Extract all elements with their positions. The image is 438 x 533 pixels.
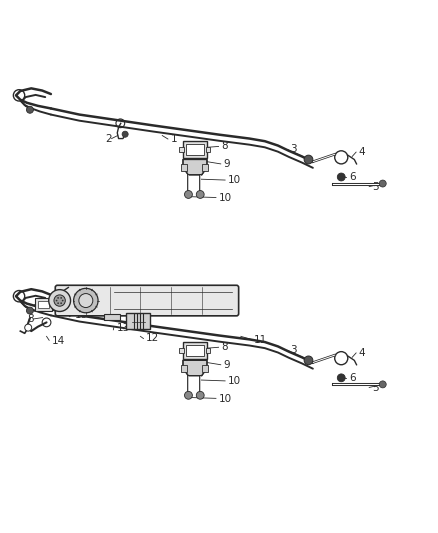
Text: 10: 10: [228, 376, 241, 386]
Text: 14: 14: [52, 336, 65, 346]
Text: 3: 3: [290, 144, 297, 155]
Bar: [38, 302, 49, 309]
Text: 8: 8: [221, 342, 228, 352]
Text: 13: 13: [117, 322, 130, 333]
Circle shape: [57, 297, 59, 299]
Circle shape: [337, 374, 345, 382]
Bar: [181, 365, 187, 372]
Text: 6: 6: [349, 373, 356, 383]
Circle shape: [379, 381, 386, 388]
Text: 6: 6: [349, 172, 356, 182]
Circle shape: [49, 289, 71, 311]
Circle shape: [62, 300, 64, 302]
Circle shape: [379, 180, 386, 187]
Circle shape: [196, 190, 204, 198]
Circle shape: [60, 297, 62, 299]
Bar: [202, 365, 208, 372]
Text: 16: 16: [33, 304, 46, 314]
Text: 8: 8: [221, 141, 228, 151]
Circle shape: [304, 356, 313, 365]
Bar: [181, 164, 187, 171]
Text: 10: 10: [219, 394, 232, 404]
FancyBboxPatch shape: [55, 285, 239, 316]
Bar: [35, 298, 52, 311]
Circle shape: [184, 391, 192, 399]
Circle shape: [184, 190, 192, 198]
Circle shape: [304, 155, 313, 164]
Bar: [104, 313, 120, 320]
Bar: [206, 147, 211, 152]
Circle shape: [25, 324, 32, 331]
Circle shape: [26, 307, 33, 314]
Circle shape: [79, 294, 93, 308]
Text: 9: 9: [223, 159, 230, 169]
Text: 10: 10: [228, 175, 241, 185]
Circle shape: [60, 302, 62, 304]
Circle shape: [56, 300, 57, 302]
Text: 15: 15: [75, 310, 88, 320]
Circle shape: [337, 173, 345, 181]
Text: 5: 5: [372, 383, 378, 393]
Text: 12: 12: [146, 333, 159, 343]
Circle shape: [26, 106, 33, 113]
Circle shape: [74, 288, 98, 313]
Bar: [187, 345, 204, 356]
Text: 5: 5: [372, 182, 378, 192]
Text: 3: 3: [290, 345, 297, 356]
Text: 4: 4: [359, 348, 365, 358]
Text: 8: 8: [27, 314, 34, 324]
Text: 11: 11: [254, 335, 267, 345]
Bar: [206, 348, 211, 353]
Text: 2: 2: [106, 134, 112, 144]
Polygon shape: [183, 360, 207, 376]
Polygon shape: [183, 159, 207, 175]
Bar: [187, 144, 204, 155]
Circle shape: [57, 302, 59, 304]
Bar: [202, 164, 208, 171]
Circle shape: [122, 131, 128, 138]
Circle shape: [54, 295, 65, 306]
Text: 1: 1: [171, 134, 177, 144]
Text: 9: 9: [223, 360, 230, 370]
Bar: [180, 348, 184, 353]
Text: 10: 10: [219, 193, 232, 203]
Circle shape: [196, 391, 204, 399]
Bar: [183, 141, 207, 158]
Text: 4: 4: [359, 147, 365, 157]
Bar: [183, 342, 207, 359]
Bar: [126, 313, 150, 329]
Bar: [180, 147, 184, 152]
